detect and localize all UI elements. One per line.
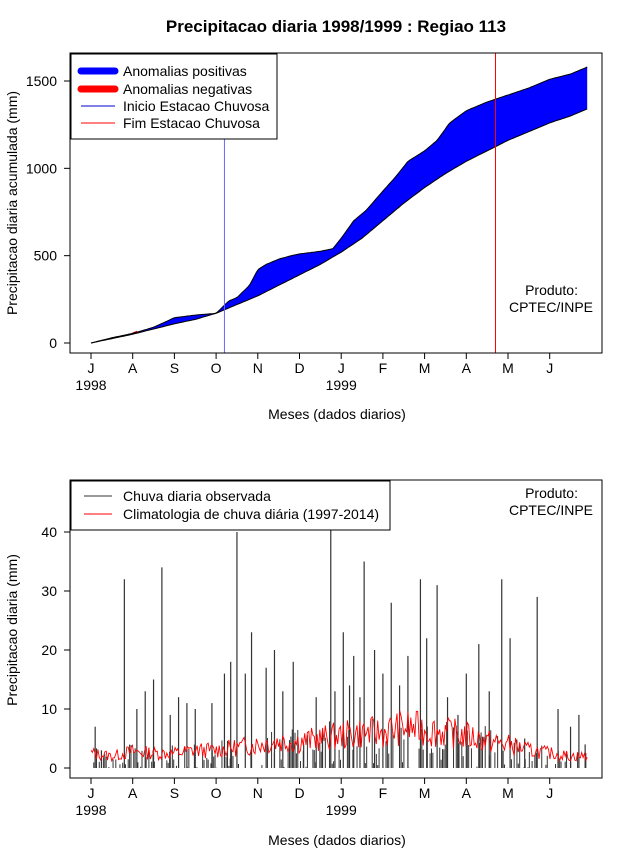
anomaly-area	[90, 66, 588, 344]
legend-label-positive: Anomalias positivas	[123, 63, 247, 79]
positive-anomaly-band	[91, 67, 588, 343]
y-tick-label-top: 1500	[26, 73, 57, 89]
x-tick-label-top: O	[211, 360, 222, 376]
bottom-legend: Chuva diaria observada Climatologia de c…	[70, 480, 391, 531]
x-tick-label-top: S	[170, 360, 179, 376]
observed-accumulated-line	[90, 66, 588, 344]
legend-label-climatology: Climatologia de chuva diária (1997-2014)	[123, 506, 379, 522]
climatology-line	[90, 710, 588, 763]
x-tick-label-bottom: A	[462, 785, 472, 801]
climatology-daily-line	[90, 710, 588, 763]
x-tick-label-top: J	[88, 360, 95, 376]
x-tick-label-top: D	[294, 360, 304, 376]
y-tick-label-bottom: 30	[41, 583, 57, 599]
legend-label-onset: Inicio Estacao Chuvosa	[123, 98, 270, 114]
x-tick-label-bottom: N	[253, 785, 263, 801]
bottom-product-label: Produto:	[525, 485, 578, 501]
x-tick-label-bottom: S	[170, 785, 179, 801]
x-tick-label-bottom: J	[88, 785, 95, 801]
y-tick-label-bottom: 10	[41, 701, 57, 717]
x-year-label-bottom: 1998	[75, 802, 106, 818]
x-tick-label-bottom: O	[211, 785, 222, 801]
y-tick-label-bottom: 0	[49, 760, 57, 776]
x-tick-label-top: M	[419, 360, 431, 376]
y-tick-label-top: 1000	[26, 160, 57, 176]
x-tick-label-top: A	[128, 360, 138, 376]
top-chart: Precipitacao diaria 1998/1999 : Regiao 1…	[4, 17, 603, 422]
x-tick-label-bottom: M	[502, 785, 514, 801]
x-tick-label-bottom: M	[419, 785, 431, 801]
top-x-axis-title: Meses (dados diarios)	[268, 406, 406, 422]
chart-title: Precipitacao diaria 1998/1999 : Regiao 1…	[166, 17, 506, 36]
x-tick-label-bottom: J	[546, 785, 553, 801]
x-tick-label-bottom: D	[294, 785, 304, 801]
top-product-label: Produto:	[525, 282, 578, 298]
x-tick-label-top: F	[379, 360, 388, 376]
x-year-label-top: 1999	[326, 377, 357, 393]
bottom-y-axis: 0 10 20 30 40	[41, 524, 71, 776]
x-tick-label-top: J	[546, 360, 553, 376]
x-tick-label-bottom: F	[379, 785, 388, 801]
x-tick-label-bottom: A	[128, 785, 138, 801]
x-tick-label-top: N	[253, 360, 263, 376]
daily-rain-bars	[93, 526, 587, 768]
y-tick-label-bottom: 20	[41, 642, 57, 658]
top-product-source: CPTEC/INPE	[509, 299, 593, 315]
y-tick-label-bottom: 40	[41, 524, 57, 540]
x-tick-label-top: A	[462, 360, 472, 376]
x-tick-label-bottom: J	[338, 785, 345, 801]
climatology-accumulated-line	[90, 108, 588, 344]
bottom-y-axis-title: Precipitacao diaria (mm)	[4, 554, 20, 706]
top-y-axis: 0 500 1000 1500	[26, 73, 71, 351]
bottom-legend-box	[70, 480, 391, 531]
legend-label-end: Fim Estacao Chuvosa	[123, 115, 260, 131]
y-tick-label-top: 0	[49, 335, 57, 351]
legend-label-observed: Chuva diaria observada	[123, 488, 271, 504]
x-year-label-bottom: 1999	[326, 802, 357, 818]
x-tick-label-top: M	[502, 360, 514, 376]
top-legend: Anomalias positivas Anomalias negativas …	[70, 53, 278, 140]
legend-label-negative: Anomalias negativas	[123, 81, 252, 97]
bottom-product-source: CPTEC/INPE	[509, 502, 593, 518]
y-tick-label-top: 500	[34, 248, 58, 264]
x-tick-label-top: J	[338, 360, 345, 376]
x-year-label-top: 1998	[75, 377, 106, 393]
bottom-x-axis-title: Meses (dados diarios)	[268, 832, 406, 848]
top-y-axis-title: Precipitacao diaria acumulada (mm)	[4, 91, 20, 315]
